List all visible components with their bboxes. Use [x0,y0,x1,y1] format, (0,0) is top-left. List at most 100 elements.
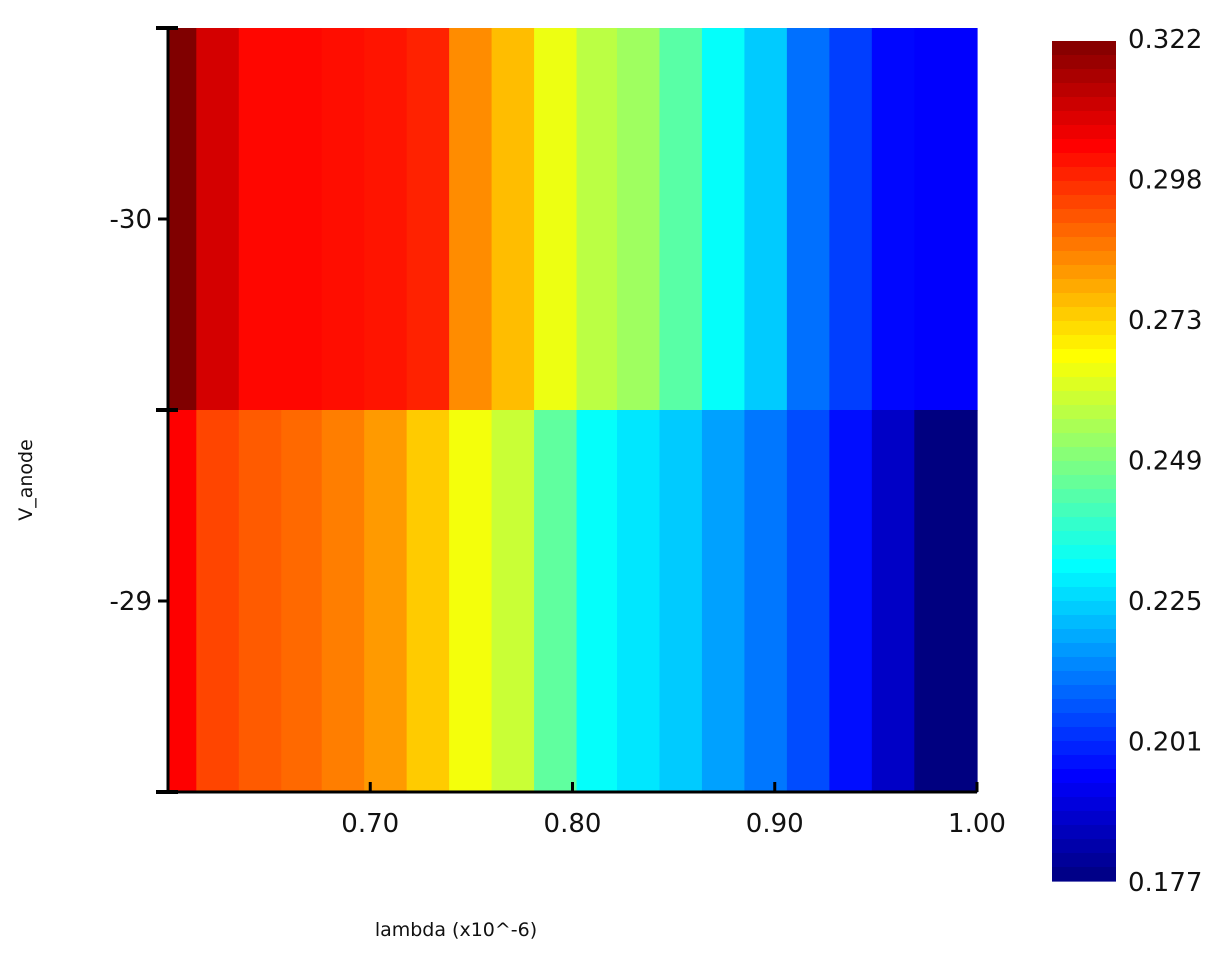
colorbar-tick-label: 0.249 [1128,447,1202,477]
colorbar-tick-label: 0.225 [1128,587,1202,617]
colorbar-band [1052,503,1116,518]
heatmap-cell [576,28,618,411]
colorbar-band [1052,97,1116,112]
x-tick-label: 1.00 [948,809,1006,839]
colorbar-band [1052,741,1116,756]
colorbar-band [1052,251,1116,266]
heatmap-cell [281,28,323,411]
colorbar-band [1052,615,1116,630]
colorbar-band [1052,363,1116,378]
heatmap-cell [168,28,197,411]
x-axis-title: lambda (x10^-6) [375,919,537,941]
x-tick-label: 0.80 [544,809,602,839]
colorbar-tick-label: 0.298 [1128,166,1202,196]
colorbar-band [1052,517,1116,532]
colorbar-band [1052,153,1116,168]
colorbar-band [1052,867,1116,882]
heatmap-cell [914,410,978,793]
colorbar-band [1052,279,1116,294]
colorbar-band [1052,83,1116,98]
colorbar-band [1052,643,1116,658]
heatmap-cell [616,28,661,411]
colorbar-band [1052,573,1116,588]
colorbar-band [1052,349,1116,364]
y-axis-title: V_anode [15,439,37,521]
colorbar-band [1052,125,1116,140]
heatmap-cell [449,410,493,793]
colorbar-band [1052,167,1116,182]
colorbar-band [1052,811,1116,826]
heatmap-cell [406,410,450,793]
heatmap-cell [196,410,240,793]
colorbar-band [1052,139,1116,154]
colorbar-band [1052,195,1116,210]
heatmap-cell [744,28,788,411]
colorbar-band [1052,727,1116,742]
colorbar-band [1052,335,1116,350]
colorbar-band [1052,769,1116,784]
heatmap-cell [829,410,873,793]
colorbar-band [1052,237,1116,252]
colorbar-tick-label: 0.201 [1128,728,1202,758]
heatmap-cell [321,410,365,793]
heatmap-cell [914,28,978,411]
colorbar-band [1052,41,1116,56]
colorbar-tick-label: 0.322 [1128,25,1202,55]
colorbar-band [1052,461,1116,476]
heatmap-cell [786,28,830,411]
heatmap-cell [406,28,450,411]
heatmap-cell [534,410,578,793]
colorbar-band [1052,853,1116,868]
colorbar [1052,41,1116,882]
colorbar-band [1052,587,1116,602]
x-tick-label: 0.90 [746,809,804,839]
heatmap-cell [238,28,282,411]
heatmap-cell [659,410,703,793]
x-tick-label: 0.70 [341,809,399,839]
colorbar-band [1052,55,1116,70]
heatmap-cell [576,410,618,793]
colorbar-band [1052,293,1116,308]
heatmap-cells [168,28,978,793]
heatmap-cell [449,28,493,411]
colorbar-band [1052,559,1116,574]
heatmap-cell [364,410,408,793]
y-tick-label: -29 [110,587,152,617]
colorbar-band [1052,447,1116,462]
colorbar-band [1052,531,1116,546]
heatmap-cell [491,410,535,793]
colorbar-band [1052,209,1116,224]
heatmap-cell [196,28,240,411]
colorbar-band [1052,699,1116,714]
colorbar-band [1052,307,1116,322]
colorbar-band [1052,475,1116,490]
colorbar-band [1052,629,1116,644]
heatmap-cell [786,410,830,793]
y-ticks: -30 -29 [110,26,178,794]
heatmap-cell [744,410,788,793]
heatmap-cell [871,410,915,793]
heatmap-cell [701,410,746,793]
heatmap-cell [829,28,873,411]
heatmap-cell [659,28,703,411]
colorbar-band [1052,111,1116,126]
heatmap-cell [238,410,282,793]
colorbar-band [1052,545,1116,560]
colorbar-band [1052,797,1116,812]
colorbar-band [1052,377,1116,392]
colorbar-tick-label: 0.177 [1128,868,1202,898]
heatmap-cell [871,28,915,411]
colorbar-band [1052,321,1116,336]
colorbar-tick-label: 0.273 [1128,306,1202,336]
colorbar-band [1052,419,1116,434]
heatmap-cell [364,28,408,411]
colorbar-band [1052,657,1116,672]
heatmap-cell [491,28,535,411]
colorbar-band [1052,783,1116,798]
colorbar-band [1052,405,1116,420]
colorbar-band [1052,223,1116,238]
heatmap-cell [701,28,746,411]
colorbar-band [1052,713,1116,728]
colorbar-band [1052,391,1116,406]
